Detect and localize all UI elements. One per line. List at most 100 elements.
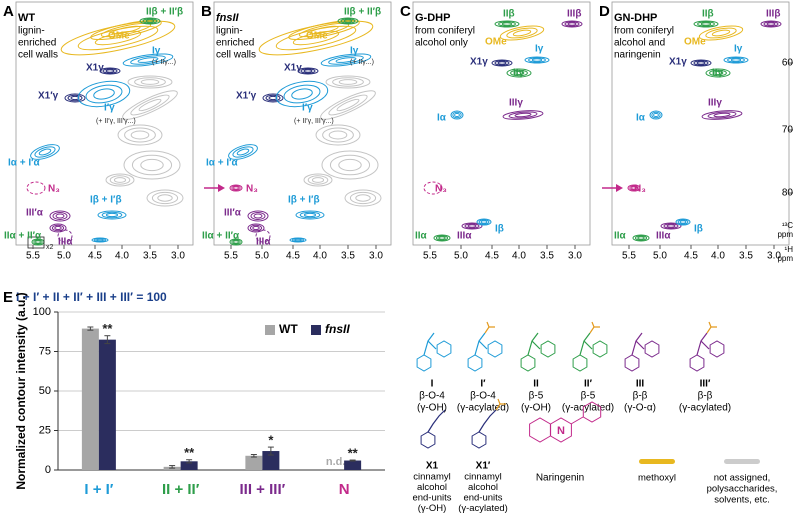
x-tick-label: 4.5 — [684, 251, 698, 262]
nmr-peak — [513, 70, 525, 76]
nmr-peak — [730, 58, 742, 62]
peak-label: (+ IIγ...) — [350, 59, 374, 66]
nmr-peak — [265, 94, 281, 102]
nmr-peak — [343, 19, 353, 23]
x-tick-label: 5.0 — [255, 251, 269, 262]
nmr-peak — [137, 57, 159, 63]
x-tick-label: 5.5 — [26, 251, 40, 262]
peak-label: (+ II′γ, III′γ...) — [294, 118, 334, 125]
nmr-peak — [328, 55, 364, 65]
nmr-peak — [142, 18, 158, 24]
nmr-peak — [698, 25, 744, 41]
nmr-peak — [514, 112, 532, 118]
nmr-peak — [298, 22, 350, 38]
bar — [180, 461, 198, 470]
panel-frame — [611, 1, 790, 246]
aromatic-ring — [572, 354, 588, 372]
nmr-peak — [693, 20, 719, 28]
nmr-peak — [760, 20, 782, 28]
peak-label: OMe — [485, 37, 507, 48]
aromatic-ring — [689, 354, 705, 372]
nmr-peak — [338, 158, 362, 172]
nmr-peak — [93, 88, 115, 100]
sample-description: enriched — [18, 38, 56, 49]
nmr-peak — [478, 219, 490, 225]
nmr-peak — [336, 98, 360, 112]
nmr-peak — [291, 238, 305, 242]
x-tick-label: 5.0 — [454, 251, 468, 262]
aromatic-ring — [467, 354, 483, 372]
significance-label: ** — [102, 321, 113, 336]
side-chain — [423, 332, 437, 356]
nmr-peak — [452, 111, 462, 119]
significance-label: * — [268, 433, 274, 448]
nmr-peak — [651, 111, 661, 119]
sample-description: lignin- — [18, 26, 45, 37]
not-detected-label: n.d. — [326, 456, 346, 468]
peak-label: Iα — [437, 113, 447, 124]
x-tick-label: 5.5 — [423, 251, 437, 262]
x-tick-label: 5.5 — [224, 251, 238, 262]
peak-label: IIIα — [256, 237, 271, 248]
nmr-peak — [49, 210, 71, 222]
nmr-peak — [494, 20, 520, 28]
peak-label: IIα + II′α — [202, 231, 240, 242]
peak-label: (+ IIγ...) — [152, 59, 176, 66]
nmr-peak — [307, 175, 329, 185]
nmr-peak — [502, 110, 544, 120]
nmr-peak — [111, 25, 141, 35]
structure-caption: (γ-OH) — [521, 403, 551, 414]
nmr-peak — [561, 20, 583, 28]
nmr-peak — [632, 234, 650, 242]
nmr-peak — [693, 60, 709, 66]
nmr-peak — [510, 69, 528, 77]
nmr-peak — [627, 184, 641, 192]
peak-label: X1γ — [470, 57, 488, 68]
nmr-peak — [709, 69, 727, 77]
panel-letter: B — [201, 3, 212, 20]
nmr-peak — [766, 22, 776, 26]
y-unit: ¹³C — [782, 221, 793, 230]
nmr-peak — [303, 212, 317, 218]
structure-caption: cinnamyl — [464, 472, 502, 483]
structure-caption: alcohol — [468, 482, 498, 493]
nmr-peak — [151, 191, 179, 205]
nmr-peak — [229, 184, 243, 192]
legend-label: fnsII — [325, 322, 350, 336]
peak-label: Iα — [636, 113, 646, 124]
peak-label: Iγ — [152, 46, 161, 57]
structure-caption: β-β — [698, 391, 713, 402]
nmr-peak — [321, 150, 379, 180]
bar — [81, 328, 99, 470]
nmr-peak — [130, 55, 166, 65]
nmr-peak — [54, 225, 62, 231]
nmr-peak — [528, 57, 546, 63]
x-tick-label: 3.0 — [568, 251, 582, 262]
nmr-peak — [250, 212, 266, 220]
x-tick-label: 3.5 — [341, 251, 355, 262]
nmr-peak — [109, 175, 131, 185]
aromatic-ring — [540, 340, 556, 358]
key-label: not assigned, — [714, 473, 771, 484]
peak-label: OMe — [306, 31, 328, 42]
nmr-peak — [93, 238, 107, 242]
naringenin: N Naringenin — [529, 401, 602, 484]
nmr-peak — [328, 130, 348, 140]
x-tick-label: 4.0 — [711, 251, 725, 262]
nmr-peak — [34, 146, 56, 158]
nmr-peak — [99, 67, 121, 75]
structure-caption: (γ-acylated) — [457, 403, 509, 414]
sample-description: enriched — [216, 38, 254, 49]
structure-caption: β-5 — [529, 391, 544, 402]
arrow-head — [616, 184, 623, 192]
nmr-peak — [712, 70, 724, 76]
structure-id: III′ — [700, 379, 711, 390]
chart-title: I + I′ + II + II′ + III + III′ = 100 — [16, 290, 167, 304]
structure-id: II′ — [584, 379, 593, 390]
nmr-peak — [567, 22, 577, 26]
peak-label: IIIγ — [708, 98, 722, 109]
nmr-peak — [123, 150, 181, 180]
panel-letter: A — [3, 3, 14, 20]
acyl-group — [589, 321, 600, 334]
